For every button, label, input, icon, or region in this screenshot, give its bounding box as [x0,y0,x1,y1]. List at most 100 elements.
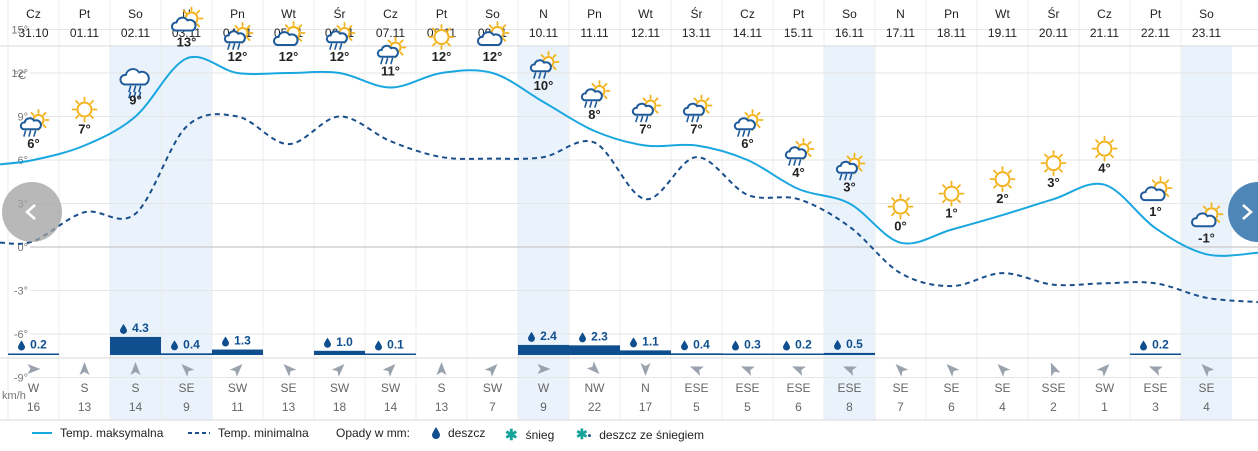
wind-direction: SW [483,381,503,395]
wind-direction: ESE [837,381,861,395]
wind-arrow-icon [895,364,909,377]
legend-max-label: Temp. maksymalna [60,426,164,440]
wind-arrow-icon [946,364,960,377]
wind-speed: 17 [639,400,653,414]
wind-arrow-icon [741,366,755,376]
legend-mixed: ✱• deszcz ze śniegiem [576,426,704,443]
wind-arrow-icon [27,364,41,374]
day-of-week: Wt [281,7,296,21]
max-temp-label: 6° [27,136,39,151]
wind-speed: 22 [588,400,602,414]
day-date: 11.11 [580,26,609,40]
wind-speed: 7 [489,400,496,414]
raindrop-icon [834,339,841,350]
raindrop-icon [783,340,790,351]
precip-bar [569,345,620,355]
precip-label: 0.4 [693,337,710,351]
day-of-week: So [1199,7,1214,21]
day-date: 23.11 [1192,26,1221,40]
y-tick-label: 9° [17,112,28,124]
sun-cloud-rain-icon [835,152,866,181]
wind-speed: 4 [1203,400,1210,414]
precip-bar [365,353,416,355]
day-date: 22.11 [1141,26,1170,40]
precip-bar [1130,353,1181,355]
wind-arrow-icon [79,362,90,375]
sun-cloud-icon [477,21,510,46]
day-of-week: So [485,7,500,21]
wind-speed: 2 [1050,400,1057,414]
wind-speed: 4 [999,400,1006,414]
max-temp-label: 7° [78,122,90,137]
day-date: 21.11 [1090,26,1119,40]
previous-button[interactable] [2,182,62,242]
wind-arrow-icon [382,364,396,377]
max-temp-label: 0° [894,219,906,234]
wind-arrow-icon [1096,364,1110,377]
wind-speed: 6 [795,400,802,414]
raindrop-icon [375,340,382,351]
wind-speed: 9 [540,400,547,414]
precip-label-group: 2.3 [579,329,608,343]
day-of-week: Pn [230,7,245,21]
y-tick-label: 0° [17,242,28,254]
max-temp-label: 12° [432,49,452,64]
precip-label: 0.2 [795,338,812,352]
wind-direction: ESE [1143,381,1167,395]
precip-label: 2.3 [591,329,608,343]
wind-speed: 13 [282,400,296,414]
wind-direction: N [641,381,650,395]
wind-speed: 13 [78,400,92,414]
max-temp-label: 9° [129,93,141,108]
sun-cloud-rain-icon [376,36,407,65]
max-temp-label: 7° [690,122,702,137]
raindrop-icon [1140,340,1147,351]
day-date: 02.11 [121,26,150,40]
sun-cloud-rain-icon [223,22,254,50]
y-tick-label: 15° [11,25,28,37]
precip-bar [161,353,212,355]
precip-label: 1.1 [642,334,659,348]
sun-cloud-rain-icon [325,22,356,50]
day-of-week: Wt [638,7,653,21]
precip-label: 0.1 [387,338,404,352]
legend-snow: ✱ śnieg [505,426,554,444]
raindrop-icon [732,340,739,351]
max-temp-label: 4° [1098,161,1110,176]
max-temp-label: 12° [483,49,503,64]
legend-min: Temp. minimalna [188,426,309,440]
wind-direction: W [538,381,550,395]
wind-speed: 18 [333,400,347,414]
wind-direction: SE [943,381,959,395]
wind-speed: 14 [384,400,398,414]
day-date: 10.11 [529,26,558,40]
wind-speed: 14 [129,400,143,414]
precip-label: 0.5 [846,337,863,351]
max-temp-label: 12° [228,49,248,64]
wind-arrow-icon [843,366,857,376]
raindrop-icon [432,427,440,439]
legend-max: Temp. maksymalna [32,426,163,440]
wind-speed: 9 [183,400,190,414]
day-of-week: Śr [691,6,703,21]
raindrop-icon [579,332,586,343]
snowflake-icon: ✱ [505,427,518,444]
precip-bar [212,349,263,355]
wind-arrow-icon [283,364,297,377]
wind-speed: 5 [744,400,751,414]
wind-speed: 1 [1101,400,1108,414]
precip-label: 2.4 [540,329,557,343]
precip-bar [314,350,365,355]
wind-direction: SW [228,381,248,395]
max-temp-label: 10° [534,78,554,93]
precip-label: 1.0 [336,335,353,349]
wind-direction: SE [280,381,296,395]
wind-arrow-icon [586,361,600,374]
wind-speed: 8 [846,400,853,414]
wind-arrow-icon [181,364,195,377]
day-of-week: So [842,7,857,21]
y-axis-unit: °C [14,70,26,82]
day-date: 17.11 [886,26,915,40]
day-date: 14.11 [733,26,762,40]
